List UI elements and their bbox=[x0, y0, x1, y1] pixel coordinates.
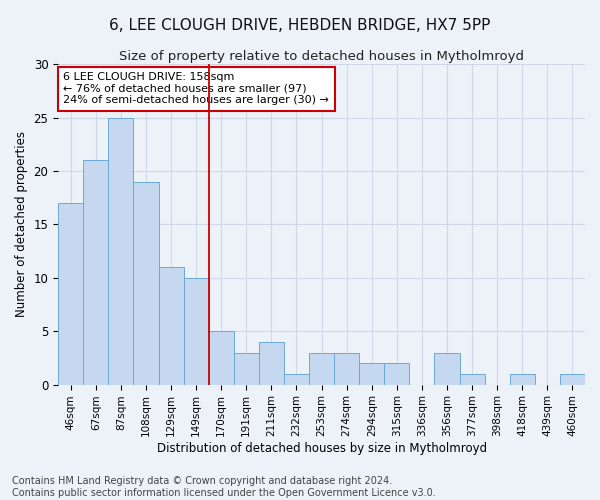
Bar bbox=[109, 118, 133, 384]
Bar bbox=[184, 278, 209, 384]
Y-axis label: Number of detached properties: Number of detached properties bbox=[15, 132, 28, 318]
Text: 6 LEE CLOUGH DRIVE: 158sqm
← 76% of detached houses are smaller (97)
24% of semi: 6 LEE CLOUGH DRIVE: 158sqm ← 76% of deta… bbox=[64, 72, 329, 106]
Bar bbox=[83, 160, 109, 384]
Text: Contains HM Land Registry data © Crown copyright and database right 2024.
Contai: Contains HM Land Registry data © Crown c… bbox=[12, 476, 436, 498]
X-axis label: Distribution of detached houses by size in Mytholmroyd: Distribution of detached houses by size … bbox=[157, 442, 487, 455]
Bar bbox=[58, 203, 83, 384]
Bar bbox=[259, 342, 284, 384]
Bar bbox=[560, 374, 585, 384]
Bar bbox=[384, 363, 409, 384]
Bar bbox=[209, 331, 234, 384]
Bar bbox=[133, 182, 158, 384]
Bar bbox=[334, 352, 359, 384]
Bar bbox=[434, 352, 460, 384]
Bar bbox=[309, 352, 334, 384]
Bar bbox=[284, 374, 309, 384]
Bar bbox=[234, 352, 259, 384]
Bar bbox=[510, 374, 535, 384]
Bar bbox=[359, 363, 384, 384]
Bar bbox=[460, 374, 485, 384]
Bar bbox=[158, 267, 184, 384]
Text: 6, LEE CLOUGH DRIVE, HEBDEN BRIDGE, HX7 5PP: 6, LEE CLOUGH DRIVE, HEBDEN BRIDGE, HX7 … bbox=[109, 18, 491, 32]
Title: Size of property relative to detached houses in Mytholmroyd: Size of property relative to detached ho… bbox=[119, 50, 524, 63]
